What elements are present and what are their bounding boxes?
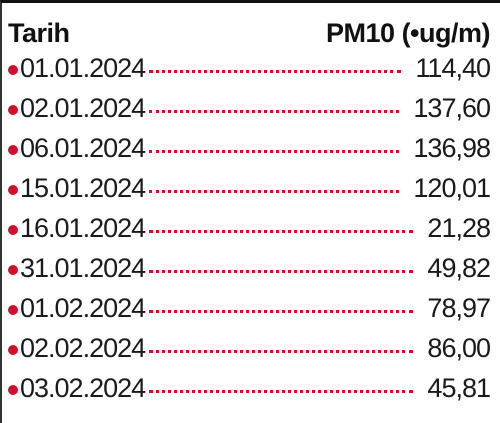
date: 06.01.2024 [20,133,146,163]
bullet [8,385,18,395]
pm10-value: 21,28 [427,213,491,243]
bullet [8,265,18,275]
dot-leader [149,230,414,233]
table-row: 01.02.2024 78,97 [8,293,491,333]
dot-leader [149,150,400,153]
bullet [8,185,18,195]
bullet [8,65,18,75]
table-row: 16.01.2024 21,28 [8,213,491,253]
table-row: 31.01.2024 49,82 [8,253,491,293]
date: 15.01.2024 [20,173,146,203]
date: 03.02.2024 [20,373,146,403]
pm10-value: 49,82 [427,253,491,283]
bullet [8,145,18,155]
dot-leader [149,190,400,193]
date: 01.01.2024 [20,53,146,83]
dot-leader [149,390,414,393]
pm10-header: PM10 (•ug/m) [326,17,490,48]
dot-leader [149,350,414,353]
dot-leader [149,310,414,313]
dot-leader [149,110,400,113]
table-row: 03.02.2024 45,81 [8,373,491,413]
table-row: 15.01.2024 120,01 [8,173,491,213]
bullet [8,225,18,235]
date-header: Tarih [8,17,70,48]
table-header: Tarih PM10 (•ug/m) [8,13,490,53]
pm10-value: 45,81 [427,373,491,403]
pm10-value: 137,60 [413,93,491,123]
dot-leader [149,70,402,73]
bullet [8,105,18,115]
pm10-value: 86,00 [427,333,491,363]
pm10-value: 120,01 [413,173,491,203]
date: 31.01.2024 [20,253,146,283]
pm10-value: 114,40 [415,53,491,83]
pm10-value: 78,97 [427,293,491,323]
table-row: 02.01.2024 137,60 [8,93,491,133]
pm10-value: 136,98 [413,133,491,163]
table-row: 06.01.2024 136,98 [8,133,491,173]
table-row: 01.01.2024 114,40 [8,53,491,93]
date: 16.01.2024 [20,213,146,243]
date: 01.02.2024 [20,293,146,323]
date: 02.01.2024 [20,93,146,123]
table-row: 02.02.2024 86,00 [8,333,491,373]
bullet [8,305,18,315]
dot-leader [149,270,414,273]
date: 02.02.2024 [20,333,146,363]
bullet [8,345,18,355]
table-body: 01.01.2024 114,40 02.01.2024 137,60 06.01.20… [8,53,491,413]
